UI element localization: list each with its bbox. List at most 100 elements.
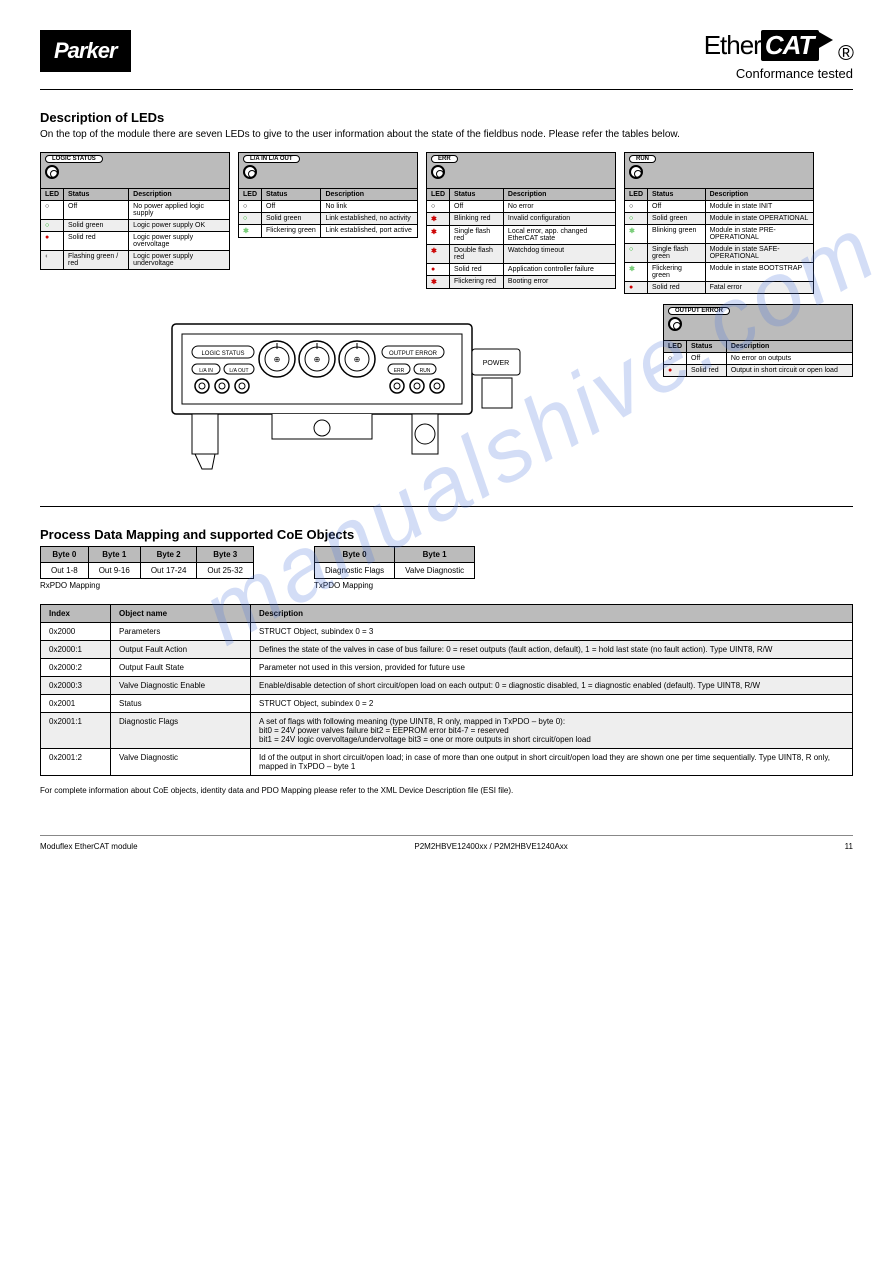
obj-name: Valve Diagnostic Enable: [111, 677, 251, 695]
header-rule: [40, 89, 853, 90]
led-row: ●Solid redOutput in short circuit or ope…: [664, 365, 853, 377]
rxpdo-table: Byte 0Byte 1Byte 2Byte 3Out 1-8Out 9-16O…: [40, 546, 254, 579]
led-status: Off: [64, 201, 129, 220]
mini-cell: Out 1-8: [41, 563, 89, 579]
led-col-header: Status: [64, 189, 129, 201]
rxpdo-label: RxPDO Mapping: [40, 581, 254, 590]
obj-idx: 0x2000:3: [41, 677, 111, 695]
led-desc: No error: [503, 201, 615, 213]
svg-text:⊕: ⊕: [273, 355, 280, 364]
led-table: ERRLEDStatusDescription○OffNo error✱Blin…: [426, 152, 616, 289]
led-icon: ○: [664, 353, 687, 365]
led-icon: ○: [239, 201, 262, 213]
led-desc: Module in state INIT: [705, 201, 813, 213]
led-icon: ●: [427, 264, 450, 276]
led-table-header: OUTPUT ERROR: [664, 305, 853, 341]
led-row: ●Solid redFatal error: [625, 282, 814, 294]
ethercat-reg: ®: [838, 40, 853, 65]
led-status: Off: [687, 353, 727, 365]
led-icon: ✱: [625, 225, 648, 244]
led-desc: No power applied logic supply: [129, 201, 230, 220]
obj-desc: Id of the output in short circuit/open l…: [251, 749, 853, 776]
led-col-header: Description: [705, 189, 813, 201]
led-status: Off: [648, 201, 706, 213]
led-desc: Module in state SAFE-OPERATIONAL: [705, 244, 813, 263]
led-row: ○OffModule in state INIT: [625, 201, 814, 213]
led-table: RUNLEDStatusDescription○OffModule in sta…: [624, 152, 814, 294]
led-desc: Logic power supply overvoltage: [129, 232, 230, 251]
led-icon: ●: [664, 365, 687, 377]
mid-rule: [40, 506, 853, 507]
led-col-header: LED: [427, 189, 450, 201]
led-desc: Output in short circuit or open load: [726, 365, 852, 377]
mini-col: Byte 0: [314, 547, 394, 563]
led-col-header: Description: [503, 189, 615, 201]
led-col-header: Description: [726, 341, 852, 353]
obj-idx: 0x2001:1: [41, 713, 111, 749]
obj-row: 0x2001:2Valve DiagnosticId of the output…: [41, 749, 853, 776]
led-table-header: LOGIC STATUS: [41, 153, 230, 189]
led-row: ○OffNo error: [427, 201, 616, 213]
led-row: ○Solid greenLogic power supply OK: [41, 220, 230, 232]
obj-name: Valve Diagnostic: [111, 749, 251, 776]
led-table-header: L/A IN L/A OUT: [239, 153, 418, 189]
obj-row: 0x2000:3Valve Diagnostic EnableEnable/di…: [41, 677, 853, 695]
led-status: Solid red: [648, 282, 706, 294]
led-row: ✱Double flash redWatchdog timeout: [427, 245, 616, 264]
obj-name: Status: [111, 695, 251, 713]
led-col-header: Status: [450, 189, 504, 201]
led-desc: Logic power supply OK: [129, 220, 230, 232]
led-row: ○OffNo power applied logic supply: [41, 201, 230, 220]
svg-text:LOGIC STATUS: LOGIC STATUS: [201, 351, 244, 357]
led-status: Solid green: [648, 213, 706, 225]
led-row: ✱Flickering greenLink established, port …: [239, 225, 418, 238]
obj-name: Parameters: [111, 623, 251, 641]
led-status: Solid green: [64, 220, 129, 232]
svg-text:RUN: RUN: [419, 368, 430, 374]
led-icon: ○: [625, 244, 648, 263]
led-icon: ○: [239, 213, 262, 225]
obj-name: Output Fault State: [111, 659, 251, 677]
led-icon: ●: [41, 232, 64, 251]
obj-desc: Parameter not used in this version, prov…: [251, 659, 853, 677]
led-row: ✱Flickering redBooting error: [427, 276, 616, 289]
mapping-title: Process Data Mapping and supported CoE O…: [40, 527, 853, 542]
led-desc: Link established, port active: [321, 225, 418, 238]
led-row: ●Solid redApplication controller failure: [427, 264, 616, 276]
footer-left: Moduflex EtherCAT module: [40, 842, 138, 851]
led-status: Blinking green: [648, 225, 706, 244]
device-diagram: LOGIC STATUS L/A IN L/A OUT ⊕ ⊕ ⊕ OUTPUT…: [40, 304, 643, 486]
led-col-header: Status: [648, 189, 706, 201]
mini-col: Byte 1: [88, 547, 140, 563]
svg-text:L/A OUT: L/A OUT: [229, 368, 248, 374]
led-status: Solid red: [687, 365, 727, 377]
page-footer: Moduflex EtherCAT module P2M2HBVE12400xx…: [40, 835, 853, 851]
led-desc: Application controller failure: [503, 264, 615, 276]
parker-logo: Parker: [40, 30, 131, 72]
svg-text:⊕: ⊕: [353, 355, 360, 364]
led-icon: ✱: [427, 276, 450, 289]
led-table: LOGIC STATUSLEDStatusDescription○OffNo p…: [40, 152, 230, 270]
ethercat-ether: Ether: [704, 30, 761, 60]
led-row: ○Single flash greenModule in state SAFE-…: [625, 244, 814, 263]
mini-cell: Out 9-16: [88, 563, 140, 579]
led-table-header: ERR: [427, 153, 616, 189]
led-row: ✱Flickering greenModule in state BOOTSTR…: [625, 263, 814, 282]
mini-cell: Valve Diagnostic: [395, 563, 475, 579]
led-desc: Logic power supply undervoltage: [129, 251, 230, 270]
obj-row: 0x2001:1Diagnostic FlagsA set of flags w…: [41, 713, 853, 749]
led-col-header: Status: [262, 189, 321, 201]
led-icon: ✱: [427, 213, 450, 226]
led-icon: ○: [625, 201, 648, 213]
mini-cell: Diagnostic Flags: [314, 563, 394, 579]
led-desc: No error on outputs: [726, 353, 852, 365]
led-icon: ○: [41, 220, 64, 232]
obj-col: Description: [251, 605, 853, 623]
led-col-header: Description: [321, 189, 418, 201]
xml-note: For complete information about CoE objec…: [40, 786, 853, 795]
led-desc: Booting error: [503, 276, 615, 289]
obj-name: Output Fault Action: [111, 641, 251, 659]
obj-desc: STRUCT Object, subindex 0 = 3: [251, 623, 853, 641]
obj-idx: 0x2000: [41, 623, 111, 641]
led-status: Solid red: [450, 264, 504, 276]
